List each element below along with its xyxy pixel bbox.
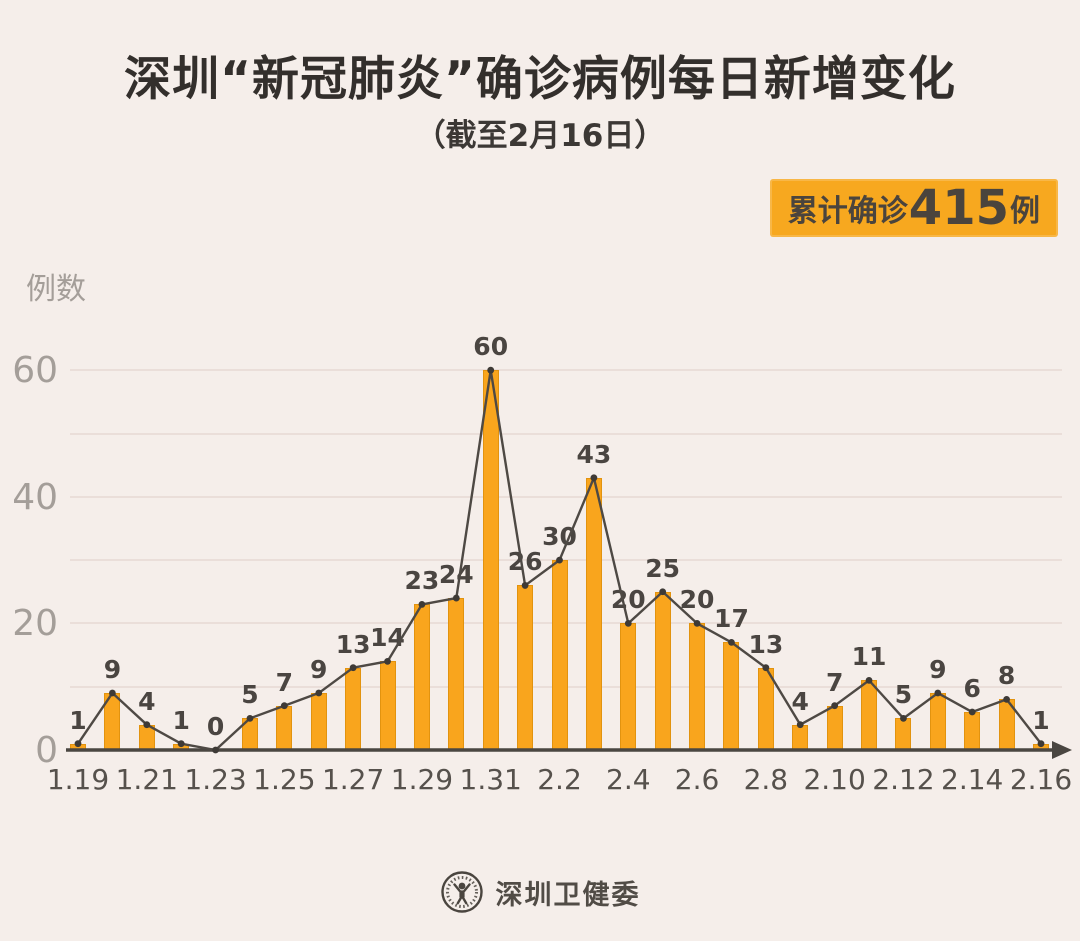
page-subtitle: （截至2月16日） [414, 118, 666, 154]
org-name: 深圳卫健委 [495, 879, 641, 911]
footer: 深圳卫健委 [0, 868, 1080, 916]
bar-2.7 [723, 642, 740, 750]
value-label-2.3: 43 [576, 439, 612, 469]
value-label-2.12: 5 [894, 680, 913, 710]
badge-prefix-label: 累计确诊 [787, 194, 908, 229]
x-tick-2.12: 2.12 [872, 763, 935, 796]
x-tick-2.4: 2.4 [606, 763, 651, 796]
bar-1.22 [173, 743, 190, 750]
value-label-2.4: 20 [610, 585, 646, 615]
health-commission-seal-icon [440, 870, 484, 914]
x-tick-2.2: 2.2 [537, 763, 582, 796]
value-label-1.30: 24 [438, 560, 474, 590]
value-label-1.19: 1 [69, 705, 87, 735]
bar-2.16 [1033, 743, 1049, 750]
gridline-40 [70, 495, 1062, 498]
x-tick-2.6: 2.6 [674, 763, 720, 796]
bar-2.3 [585, 477, 602, 750]
bar-2.1 [517, 585, 534, 750]
value-label-1.31: 60 [473, 332, 509, 362]
bar-2.12 [895, 718, 912, 750]
x-tick-1.27: 1.27 [321, 763, 385, 796]
value-label-2.10: 7 [825, 667, 844, 697]
x-tick-1.31: 1.31 [459, 763, 522, 796]
value-label-1.23: 0 [206, 712, 225, 741]
value-label-2.2: 30 [542, 522, 577, 552]
gridline-60 [70, 369, 1062, 372]
bar-1.24 [241, 718, 258, 750]
bar-1.26 [310, 693, 327, 750]
x-tick-2.10: 2.10 [803, 763, 866, 796]
y-tick-40: 40 [12, 476, 58, 518]
x-tick-1.25: 1.25 [253, 763, 316, 796]
x-tick-2.14: 2.14 [941, 763, 1004, 796]
y-tick-0: 0 [35, 730, 58, 771]
x-axis-arrow-icon [1052, 741, 1072, 759]
bar-2.9 [792, 724, 809, 750]
x-tick-1.19: 1.19 [46, 763, 110, 796]
bar-2.4 [620, 623, 637, 750]
x-tick-1.21: 1.21 [115, 763, 178, 796]
cumulative-total-badge: 累计确诊 415 例 [769, 179, 1058, 237]
badge-total-value: 415 [908, 180, 1009, 236]
bar-2.14 [964, 712, 981, 750]
value-label-1.28: 14 [370, 623, 405, 653]
x-tick-1.29: 1.29 [390, 763, 454, 796]
bar-1.27 [345, 667, 362, 750]
bar-2.2 [551, 560, 568, 750]
bar-1.29 [413, 604, 430, 750]
value-label-1.26: 9 [310, 655, 328, 685]
value-label-2.16: 1 [1032, 705, 1050, 735]
bar-1.25 [276, 705, 293, 750]
value-label-2.11: 11 [851, 642, 887, 672]
bar-2.5 [654, 591, 671, 750]
bar-2.13 [929, 693, 946, 750]
bar-1.19 [70, 743, 86, 750]
y-tick-20: 20 [12, 603, 58, 645]
page-title: 深圳“新冠肺炎”确诊病例每日新增变化 [124, 52, 956, 107]
x-tick-1.23: 1.23 [184, 763, 247, 796]
y-tick-60: 60 [12, 350, 58, 392]
badge-suffix-label: 例 [1010, 194, 1040, 229]
bar-2.10 [826, 705, 843, 750]
gridline-50 [70, 432, 1062, 435]
value-label-1.20: 9 [103, 655, 122, 685]
point-marker-1.23 [212, 746, 219, 754]
y-axis-title: 例数 [26, 272, 86, 307]
bar-1.30 [448, 598, 465, 750]
bar-2.6 [689, 623, 706, 750]
value-label-2.15: 8 [997, 661, 1016, 691]
x-tick-2.16: 2.16 [1009, 763, 1073, 796]
value-label-2.1: 26 [507, 547, 543, 577]
value-label-2.8: 13 [748, 629, 784, 659]
value-label-2.5: 25 [645, 553, 681, 583]
value-label-2.7: 17 [714, 604, 749, 634]
x-tick-2.8: 2.8 [743, 763, 789, 796]
bar-1.28 [379, 661, 396, 750]
